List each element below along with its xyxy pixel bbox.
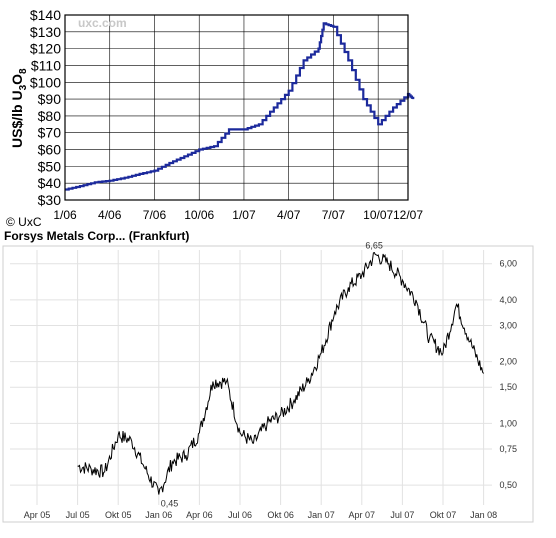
y-tick-label: $60 [38, 142, 62, 158]
forsys-stock-chart: Forsys Metals Corp... (Frankfurt) 6,00 4,… [2, 229, 534, 523]
x-tick-label: 7/07 [322, 208, 346, 222]
y-tick-labels: 6,00 4,00 3,00 2,00 1,50 1,00 0,75 0,50 [499, 259, 517, 490]
y-tick-label: 4,00 [499, 295, 517, 305]
y-tick-label: $140 [30, 7, 61, 23]
y-tick-labels: $140$130$120$110$100$90$80$70$60$50$40$3… [30, 7, 61, 208]
y-tick-label: 6,00 [499, 259, 517, 269]
x-tick-label: 12/07 [393, 208, 423, 222]
y-tick-label: $90 [38, 91, 62, 107]
x-tick-label: 4/06 [98, 208, 122, 222]
annotations: 6,65 0,45 [161, 241, 383, 509]
x-tick-label: Okt 07 [430, 510, 457, 520]
y-tick-label: $70 [38, 125, 62, 141]
y-tick-label: $120 [30, 41, 61, 57]
y-tick-label: 2,00 [499, 357, 517, 367]
x-tick-label: Jul 06 [228, 510, 252, 520]
x-tick-label: Apr 07 [349, 510, 376, 520]
x-tick-labels: Apr 05 Jul 05 Okt 05 Jan 06 Apr 06 Jul 06 Okt … [24, 510, 497, 520]
y-tick-label: $30 [38, 192, 62, 208]
x-tick-label: Apr 06 [186, 510, 213, 520]
y-axis-label: US$/lb U3O8 [9, 68, 29, 148]
y-tick-label: $130 [30, 24, 61, 40]
x-tick-label: Jan 08 [470, 510, 497, 520]
x-tick-label: Jan 07 [308, 510, 335, 520]
y-tick-label: 0,75 [499, 444, 517, 454]
plot-area [65, 15, 408, 200]
y-tick-label: 1,00 [499, 418, 517, 428]
chart-frame [2, 245, 534, 523]
annotation-label: 6,65 [365, 241, 383, 251]
y-tick-label: 1,50 [499, 382, 517, 392]
annotation-label: 0,45 [161, 499, 179, 509]
stock-series-line [77, 251, 484, 495]
y-tick-label: 0,50 [499, 480, 517, 490]
chart-title: Forsys Metals Corp... (Frankfurt) [4, 229, 189, 243]
y-tick-label: 3,00 [499, 320, 517, 330]
grid [10, 250, 492, 505]
x-tick-label: 10/07 [363, 208, 393, 222]
x-tick-labels: 1/06 4/06 7/06 10/06 1/07 4/07 7/07 10/07 12/07 [53, 208, 423, 222]
x-tick-label: Jan 06 [145, 510, 172, 520]
x-tick-label: Jul 07 [390, 510, 414, 520]
x-tick-label: Jul 05 [66, 510, 90, 520]
y-tick-label: $100 [30, 74, 61, 90]
x-tick-label: 4/07 [277, 208, 301, 222]
y-tick-label: $110 [31, 57, 61, 73]
x-tick-label: Apr 05 [24, 510, 51, 520]
copyright: © UxC [6, 215, 42, 229]
watermark: uxc.com [78, 16, 127, 30]
x-tick-label: 1/06 [53, 208, 77, 222]
uranium-price-chart: uxc.com $140$130$120$110$100$90$80$70$60… [6, 7, 423, 229]
x-tick-label: Okt 05 [105, 510, 132, 520]
x-tick-label: Okt 06 [267, 510, 294, 520]
price-series-line [65, 22, 415, 191]
x-tick-label: 1/07 [232, 208, 256, 222]
y-tick-label: $40 [38, 175, 62, 191]
x-tick-label: 10/06 [184, 208, 214, 222]
plot-border [64, 14, 409, 201]
x-tick-label: 7/06 [143, 208, 167, 222]
y-tick-label: $80 [38, 108, 62, 124]
y-tick-label: $50 [38, 158, 62, 174]
